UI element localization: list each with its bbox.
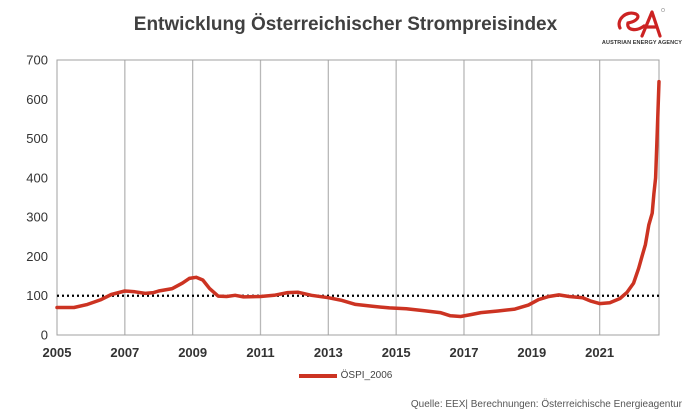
logo-mark-icon — [617, 8, 665, 38]
grid-lines — [124, 60, 601, 335]
x-tick-2015: 2015 — [382, 345, 411, 360]
x-tick-2007: 2007 — [110, 345, 139, 360]
y-tick-200: 200 — [26, 249, 48, 264]
y-tick-300: 300 — [26, 210, 48, 225]
y-tick-600: 600 — [26, 92, 48, 107]
x-tick-2005: 2005 — [43, 345, 72, 360]
y-tick-100: 100 — [26, 288, 48, 303]
x-tick-2017: 2017 — [450, 345, 479, 360]
y-axis-ticks: 0 100 200 300 400 500 600 700 — [26, 53, 48, 343]
legend: ÖSPI_2006 — [0, 370, 691, 381]
y-tick-700: 700 — [26, 53, 48, 68]
x-tick-2009: 2009 — [178, 345, 207, 360]
y-tick-500: 500 — [26, 131, 48, 146]
legend-swatch — [298, 373, 337, 378]
x-tick-2021: 2021 — [585, 345, 614, 360]
x-tick-2013: 2013 — [314, 345, 343, 360]
y-tick-400: 400 — [26, 170, 48, 185]
x-axis-ticks: 2005 2007 2009 2011 2013 2015 2017 2019 2021 — [43, 345, 615, 360]
legend-label: ÖSPI_2006 — [340, 370, 393, 381]
plot-frame — [56, 59, 660, 336]
austrian-energy-agency-logo: AUSTRIAN ENERGY AGENCY — [600, 6, 684, 52]
logo-text: AUSTRIAN ENERGY AGENCY — [601, 40, 683, 46]
chart-title: Entwicklung Österreichischer Strompreisi… — [133, 14, 558, 35]
y-tick-0: 0 — [41, 328, 48, 343]
source-note: Quelle: EEX| Berechnungen: Österreichisc… — [410, 399, 682, 410]
series-line-ospi-2006 — [55, 79, 661, 319]
x-tick-2011: 2011 — [246, 345, 274, 360]
x-tick-2019: 2019 — [517, 345, 546, 360]
